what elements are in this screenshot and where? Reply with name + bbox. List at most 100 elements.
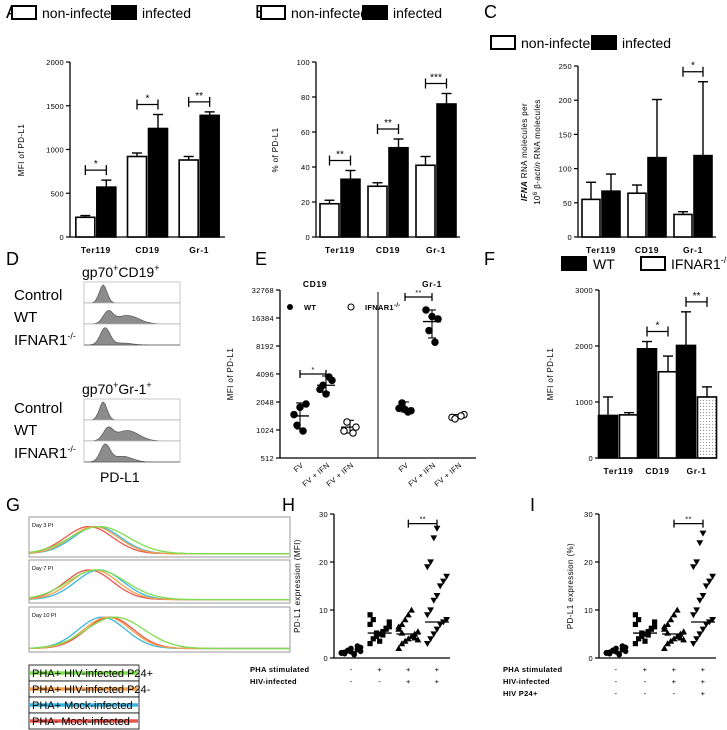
panel-i-ytick-label: 20: [584, 558, 593, 567]
panel-g-subplot-title: Day 10 PI: [32, 613, 57, 619]
panel-a-sig-label: *: [146, 94, 150, 105]
legend-c-open-swatch: [490, 35, 516, 50]
panel-b-bar-infected: [388, 146, 409, 238]
panel-a-xcat: CD19: [135, 245, 159, 255]
panel-e-point: [425, 326, 433, 335]
panel-e-ytick-label: 8192: [256, 342, 274, 351]
panel-i-point: [642, 638, 648, 644]
panel-h-point: [395, 645, 403, 651]
panel-e-legend-wt-marker: [287, 304, 293, 310]
panel-b-xcat: Ter119: [325, 245, 355, 255]
panel-i-label: I: [530, 495, 535, 515]
panel-h-point: [430, 535, 438, 542]
panel-d-row-wt-1: WT: [14, 309, 37, 326]
panel-f-ylabel: MFI of PD-L1: [546, 348, 555, 401]
panel-h-point: [411, 634, 419, 641]
panel-h-point: [367, 641, 373, 647]
panel-i-point: [696, 597, 704, 604]
panel-b-bar-infected: [436, 103, 457, 238]
panel-i-point: [670, 611, 678, 618]
panel-f-xcat: CD19: [645, 466, 669, 476]
panel-i-ytick-label: 30: [584, 510, 593, 519]
panel-h-row-value: +: [377, 665, 382, 674]
panel-e-xcat: FV: [292, 461, 306, 474]
panel-b-ytick-label: 0: [306, 233, 310, 242]
panel-i-row-value: +: [643, 665, 648, 674]
panel-h-point: [443, 573, 450, 580]
panel-h-row-value: -: [350, 665, 353, 674]
panel-h-point: [386, 619, 392, 625]
panel-i-point: [636, 636, 642, 642]
panel-c-ytick-label: 50: [563, 199, 572, 208]
panel-e-point: [431, 338, 439, 346]
panel-h-row-label: PHA stimulated: [250, 665, 309, 674]
panel-i-row-value: +: [672, 677, 677, 686]
panel-i-point: [709, 617, 716, 623]
panel-h-point: [377, 638, 383, 644]
panel-h-point: [433, 626, 441, 633]
panel-g-subplot-title: Day 7 PI: [32, 566, 54, 572]
panel-h-point: [404, 611, 412, 618]
panel-g-subplot-frame: [28, 559, 291, 604]
panel-e-legend-ko-name: IFNAR1: [365, 303, 394, 312]
legend-f-wt-swatch: [561, 256, 587, 271]
panel-h-row-value: -: [378, 677, 381, 686]
panel-f-sig-bracket: [646, 326, 669, 337]
panel-d: D gp70+CD19+ gp70+Gr-1+ Control WT IFNAR…: [6, 249, 159, 485]
panel-f-xcat: Ter119: [604, 466, 634, 476]
panel-i-point: [667, 616, 675, 623]
panel-h-point: [386, 624, 392, 630]
panel-e-point: [434, 315, 442, 323]
panel-e-ytick-label: 2048: [256, 398, 274, 407]
panel-e-ytick-label: 1024: [256, 426, 274, 435]
panel-i-point: [639, 633, 645, 639]
legend-f-ko-sup: -/-: [721, 255, 727, 265]
panel-h-point: [427, 559, 434, 566]
panel-h-point: [367, 621, 373, 627]
panel-a-ytick-label: 0: [60, 233, 64, 242]
panel-e-xcat: FV: [397, 461, 411, 474]
panel-i-point: [636, 617, 642, 623]
legend-f-ko-name: IFNAR1: [671, 256, 721, 272]
panel-c-ytick-label: 200: [559, 96, 572, 105]
panel-h-row-value: -: [350, 677, 353, 686]
panel-g-legend-label: PHA- Mock-infected: [32, 716, 130, 728]
panel-b-sig-bracket: [376, 124, 400, 134]
panel-h-point: [427, 607, 434, 614]
legend-b-filled-text: infected: [393, 5, 442, 21]
panel-b-sig-bracket: [424, 78, 448, 89]
panel-c-ytick-label: 150: [559, 130, 572, 139]
panel-h-point: [404, 635, 412, 642]
panel-b-xcat: Gr-1: [426, 245, 446, 255]
panel-g-subplot-title: Day 3 PI: [32, 523, 54, 529]
panel-h-point: [436, 583, 444, 590]
panel-c-bar-non-infected: [627, 192, 647, 238]
panel-c-ylabel-gene: IFNA: [520, 181, 529, 201]
panel-g-curve: [28, 569, 290, 601]
legend-a-filled-swatch: [111, 5, 137, 20]
panel-e-point: [343, 418, 351, 426]
panel-i-point: [664, 621, 671, 627]
panel-c-ylabel-line1: IFNA RNA molecules per: [520, 103, 529, 201]
panel-c-bar-infected: [647, 156, 667, 238]
panel-e-ytick-label: 32768: [252, 286, 274, 295]
panel-e-point: [322, 390, 330, 398]
legend-b-open-swatch: [260, 5, 286, 20]
panel-f-ytick-label: 0: [589, 454, 593, 463]
panel-i-point: [699, 593, 707, 599]
panel-a-bar-non-infected: [126, 155, 148, 238]
panel-i-point: [616, 651, 622, 658]
panel-a-bar-infected: [96, 186, 117, 238]
legend-c-open-text: non-infected: [521, 35, 598, 51]
panel-f-bar-wt: [636, 347, 658, 459]
panel-i-ylabel: PD-L1 expression (%): [566, 543, 575, 629]
panel-i-point: [645, 629, 651, 635]
panel-b-bar-non-infected: [415, 164, 436, 238]
panel-g-label: G: [6, 495, 20, 515]
panel-c-ylabel-sup: 6: [533, 191, 539, 195]
panel-h-point: [398, 640, 406, 647]
legend-a-open-text: non-infected: [42, 5, 119, 21]
panel-h-point: [436, 621, 444, 628]
panel-e-sig-bracket: [299, 370, 327, 378]
